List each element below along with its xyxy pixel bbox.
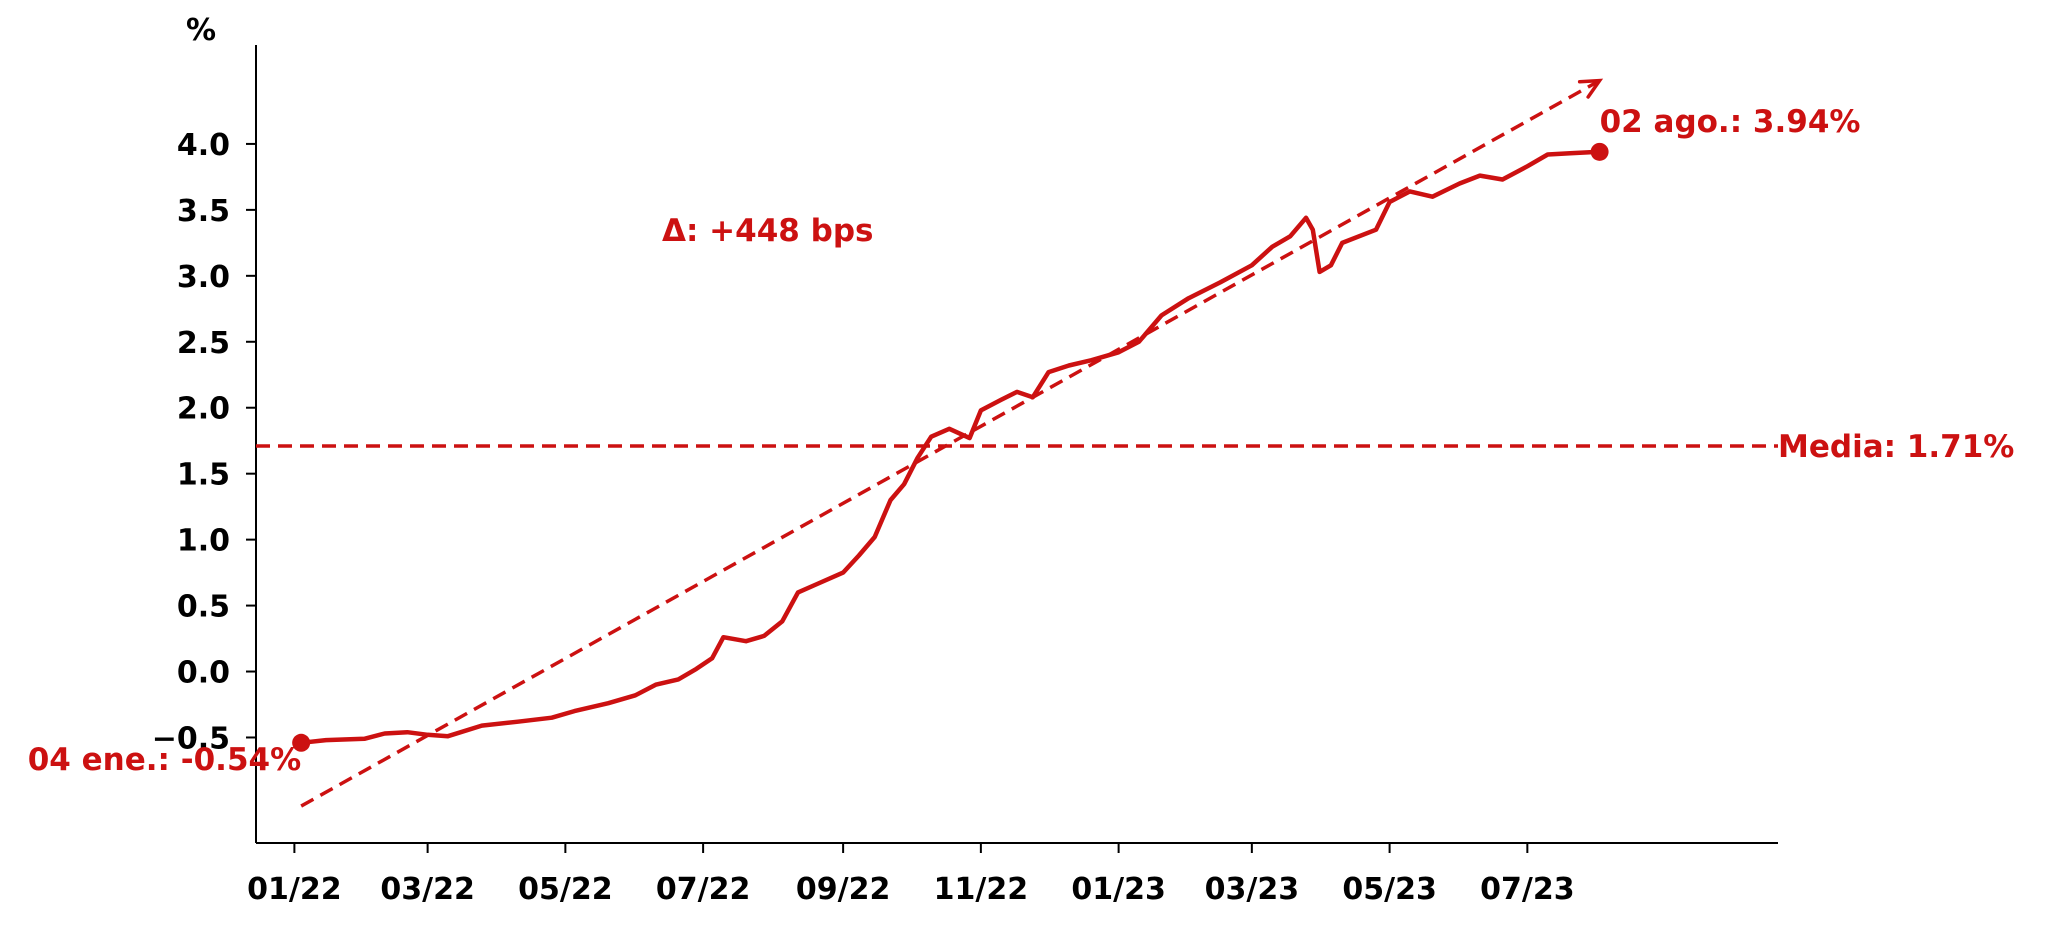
y-unit-label: % — [186, 13, 216, 48]
y-tick-label: 1.0 — [177, 524, 230, 559]
x-tick-label: 05/23 — [1342, 872, 1436, 907]
y-tick-label: −0.5 — [152, 721, 230, 756]
end-marker — [1590, 142, 1609, 161]
x-axis-ticks: 01/22 03/22 05/22 07/22 09/22 11/22 01/23 03/23… — [247, 843, 1575, 907]
chart-overlays — [256, 78, 1778, 808]
axes — [255, 45, 1778, 844]
y-tick-label: 3.5 — [177, 194, 230, 229]
x-tick-label: 01/23 — [1071, 872, 1165, 907]
trend-arrowhead — [1577, 78, 1604, 99]
start-annotation: 04 ene.: -0.54% — [28, 742, 301, 778]
series-line — [298, 149, 1602, 746]
mean-annotation: Media: 1.71% — [1778, 429, 2014, 465]
x-tick-label: 11/22 — [934, 872, 1028, 907]
y-tick-label: 2.5 — [177, 326, 230, 361]
x-tick-label: 03/23 — [1205, 872, 1299, 907]
y-tick-label: 3.0 — [177, 260, 230, 295]
x-tick-label: 01/22 — [247, 872, 341, 907]
start-marker — [292, 733, 311, 752]
delta-annotation: Δ: +448 bps — [662, 213, 874, 249]
y-tick-label: 0.0 — [177, 656, 230, 691]
y-tick-label: 0.5 — [177, 590, 230, 625]
y-tick-label: 2.0 — [177, 392, 230, 427]
x-tick-label: 09/22 — [796, 872, 890, 907]
trend-line — [300, 79, 1601, 808]
x-tick-label: 07/22 — [656, 872, 750, 907]
x-tick-label: 07/23 — [1480, 872, 1574, 907]
endpoint-markers — [292, 142, 1609, 752]
y-axis-ticks: −0.5 0.0 0.5 1.0 1.5 2.0 2.5 3.0 3.5 4.0 — [152, 128, 256, 756]
x-tick-label: 03/22 — [380, 872, 474, 907]
end-annotation: 02 ago.: 3.94% — [1600, 104, 1861, 140]
x-tick-label: 05/22 — [518, 872, 612, 907]
y-tick-label: 4.0 — [177, 128, 230, 163]
y-tick-label: 1.5 — [177, 458, 230, 493]
